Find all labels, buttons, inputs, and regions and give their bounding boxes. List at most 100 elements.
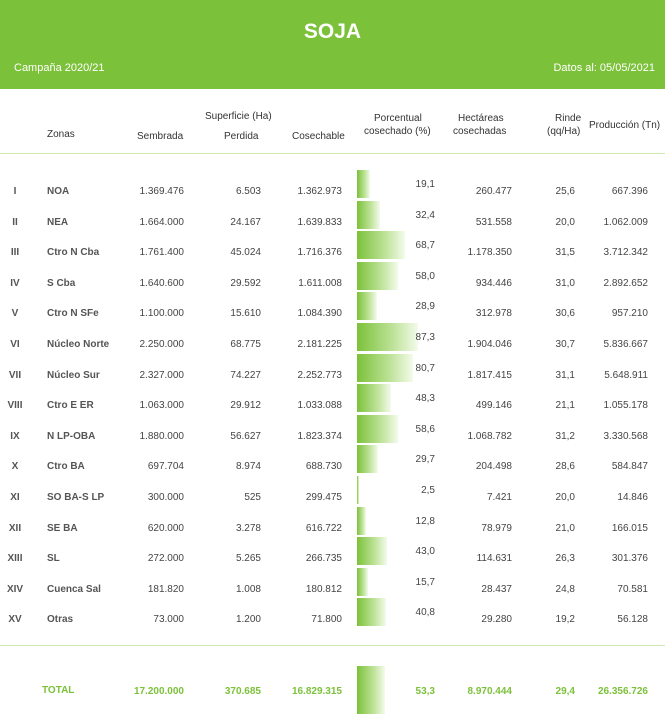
row-sembrada: 2.327.000 bbox=[139, 369, 185, 381]
row-perdida: 1.200 bbox=[235, 614, 261, 626]
row-sembrada: 1.063.000 bbox=[139, 400, 185, 412]
header-divider bbox=[0, 153, 665, 154]
row-produccion: 14.846 bbox=[617, 492, 648, 503]
pct-bar bbox=[357, 537, 388, 566]
total-label: TOTAL bbox=[42, 685, 75, 696]
row-zona: Ctro E ER bbox=[47, 400, 94, 412]
row-pct: 40,8 bbox=[415, 607, 435, 619]
data-date-label: Datos al: 05/05/2021 bbox=[553, 62, 655, 74]
pct-bar bbox=[357, 506, 366, 535]
row-rinde: 28,6 bbox=[555, 461, 575, 473]
row-cosechable: 180.812 bbox=[305, 583, 342, 595]
row-cosechable: 1.611.008 bbox=[298, 277, 342, 289]
row-perdida: 29.592 bbox=[230, 277, 261, 289]
pct-bar bbox=[357, 231, 406, 260]
row-perdida: 45.024 bbox=[230, 247, 261, 259]
pct-bar bbox=[357, 323, 419, 351]
row-rinde: 31,0 bbox=[555, 277, 575, 289]
row-sembrada: 697.704 bbox=[147, 461, 184, 473]
row-zona: S Cba bbox=[47, 277, 76, 289]
row-produccion: 1.055.178 bbox=[603, 400, 649, 412]
header-hectareas-2: cosechadas bbox=[453, 126, 507, 137]
row-rinde: 31,1 bbox=[555, 369, 575, 381]
header-hectareas-1: Hectáreas bbox=[458, 113, 504, 124]
row-cosechable: 71.800 bbox=[311, 614, 342, 626]
total-cosechable: 16.829.315 bbox=[291, 686, 342, 697]
row-sembrada: 272.000 bbox=[147, 553, 184, 565]
row-sembrada: 300.000 bbox=[147, 492, 184, 503]
pct-bar bbox=[357, 353, 414, 382]
row-zona: Otras bbox=[47, 614, 74, 626]
row-perdida: 24.167 bbox=[230, 216, 261, 228]
row-pct: 68,7 bbox=[415, 240, 435, 252]
row-number: VIII bbox=[7, 400, 23, 412]
row-perdida: 525 bbox=[244, 492, 261, 503]
row-hectareas: 1.068.782 bbox=[467, 430, 513, 442]
row-rinde: 26,3 bbox=[555, 553, 575, 565]
row-sembrada: 1.761.400 bbox=[139, 247, 185, 259]
row-sembrada: 1.880.000 bbox=[139, 430, 185, 442]
header-porcentual-2: cosechado (%) bbox=[364, 126, 431, 137]
row-produccion: 667.396 bbox=[611, 186, 648, 197]
pct-bar bbox=[357, 292, 378, 321]
row-produccion: 5.836.667 bbox=[603, 339, 649, 350]
row-hectareas: 7.421 bbox=[486, 492, 512, 503]
row-zona: SL bbox=[47, 553, 60, 565]
row-pct: 15,7 bbox=[415, 576, 435, 588]
row-perdida: 56.627 bbox=[230, 430, 261, 442]
header-sembrada: Sembrada bbox=[137, 131, 184, 142]
row-produccion: 3.330.568 bbox=[603, 430, 649, 442]
row-cosechable: 266.735 bbox=[305, 553, 342, 565]
row-rinde: 30,7 bbox=[555, 339, 575, 350]
row-produccion: 166.015 bbox=[611, 522, 648, 534]
pct-bar bbox=[357, 384, 391, 413]
row-cosechable: 688.730 bbox=[305, 461, 342, 473]
row-cosechable: 1.823.374 bbox=[297, 430, 343, 442]
page-title: SOJA bbox=[303, 20, 362, 43]
row-number: XI bbox=[10, 492, 20, 503]
row-perdida: 6.503 bbox=[235, 186, 261, 197]
row-perdida: 1.008 bbox=[235, 583, 261, 595]
row-rinde: 31,5 bbox=[555, 247, 575, 259]
row-produccion: 301.376 bbox=[611, 553, 648, 565]
pct-bar bbox=[357, 598, 386, 627]
row-pct: 32,4 bbox=[415, 209, 435, 221]
row-hectareas: 204.498 bbox=[475, 461, 512, 473]
row-rinde: 24,8 bbox=[555, 583, 575, 595]
total-hectareas: 8.970.444 bbox=[467, 686, 513, 697]
pct-bar bbox=[357, 170, 371, 198]
pct-bar bbox=[357, 567, 368, 596]
pct-bar bbox=[357, 476, 359, 504]
row-zona: Ctro BA bbox=[47, 461, 85, 473]
title-banner: SOJA Campaña 2020/21 Datos al: 05/05/202… bbox=[0, 0, 665, 89]
row-sembrada: 1.369.476 bbox=[139, 186, 185, 197]
pct-bar bbox=[357, 414, 399, 443]
row-hectareas: 312.978 bbox=[475, 308, 512, 320]
row-cosechable: 1.033.088 bbox=[297, 400, 343, 412]
total-sembrada: 17.200.000 bbox=[133, 686, 184, 697]
pct-bar bbox=[357, 445, 378, 474]
row-cosechable: 1.084.390 bbox=[297, 308, 343, 320]
row-hectareas: 1.904.046 bbox=[467, 339, 513, 350]
row-number: XIV bbox=[6, 583, 24, 595]
row-zona: Ctro N Cba bbox=[47, 247, 100, 259]
row-pct: 87,3 bbox=[415, 332, 435, 343]
row-number: XII bbox=[8, 522, 22, 534]
row-pct: 28,9 bbox=[415, 301, 435, 313]
row-cosechable: 1.362.973 bbox=[297, 186, 343, 197]
header-superficie: Superficie (Ha) bbox=[205, 111, 272, 122]
row-number: I bbox=[13, 186, 17, 197]
row-cosechable: 1.639.833 bbox=[297, 216, 343, 228]
total-pct-bar bbox=[357, 666, 385, 714]
row-rinde: 21,0 bbox=[555, 522, 575, 534]
row-pct: 43,0 bbox=[415, 546, 435, 558]
row-pct: 48,3 bbox=[415, 393, 435, 405]
row-zona: NOA bbox=[47, 186, 70, 197]
total-rinde: 29,4 bbox=[555, 686, 575, 697]
row-sembrada: 1.664.000 bbox=[139, 216, 185, 228]
row-perdida: 74.227 bbox=[230, 369, 261, 381]
total-divider bbox=[0, 645, 665, 646]
row-cosechable: 616.722 bbox=[305, 522, 342, 534]
row-perdida: 5.265 bbox=[235, 553, 261, 565]
row-rinde: 30,6 bbox=[555, 308, 575, 320]
